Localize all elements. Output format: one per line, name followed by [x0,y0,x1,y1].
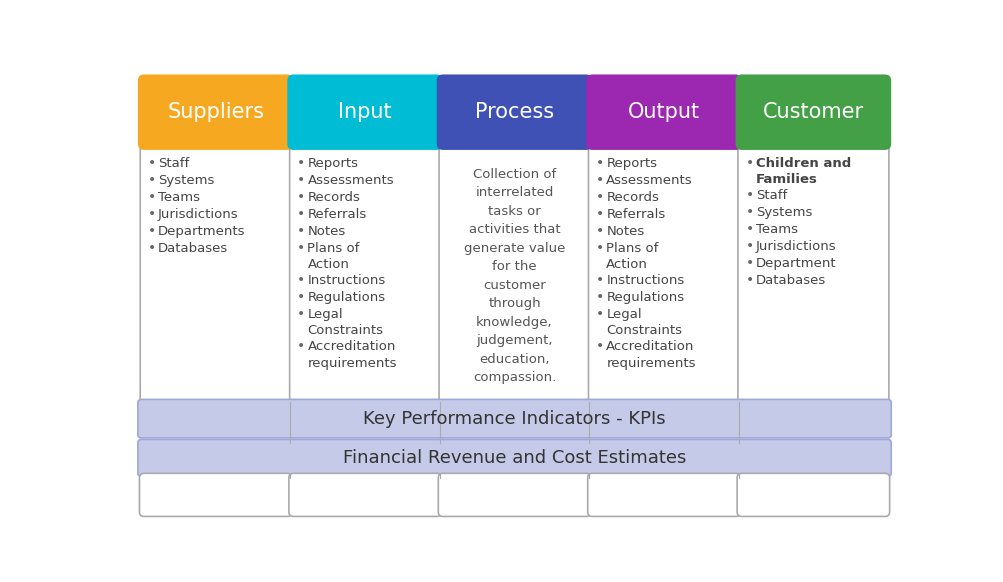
FancyBboxPatch shape [737,77,888,405]
Text: Children and
Families: Children and Families [755,157,851,186]
Text: •: • [596,273,604,287]
Text: •: • [297,223,305,238]
Text: Key Performance Indicators - KPIs: Key Performance Indicators - KPIs [363,410,665,428]
Text: •: • [596,241,604,255]
Text: Staff: Staff [755,189,786,202]
Text: Instructions: Instructions [606,274,684,287]
Text: •: • [596,173,604,187]
FancyBboxPatch shape [137,74,293,150]
Text: •: • [744,256,753,270]
Text: Records: Records [307,191,360,204]
Text: •: • [147,156,155,170]
FancyBboxPatch shape [587,473,739,516]
Text: Regulations: Regulations [307,291,385,304]
Text: •: • [297,173,305,187]
Text: Instructions: Instructions [307,274,385,287]
Text: Teams: Teams [755,223,797,236]
Text: Reports: Reports [606,157,657,170]
Text: Systems: Systems [157,174,215,187]
Text: Collection of
interrelated
tasks or
activities that
generate value
for the
custo: Collection of interrelated tasks or acti… [463,168,565,385]
Text: Records: Records [606,191,659,204]
Text: •: • [297,156,305,170]
Text: •: • [297,273,305,287]
Text: Systems: Systems [755,206,811,219]
Text: Assessments: Assessments [606,174,692,187]
Text: •: • [596,290,604,304]
Text: •: • [744,156,753,170]
Text: •: • [297,290,305,304]
Text: Teams: Teams [157,191,200,204]
Text: •: • [147,223,155,238]
Text: •: • [147,190,155,204]
Text: •: • [297,307,305,321]
Text: •: • [596,223,604,238]
Text: •: • [744,222,753,236]
Text: Jurisdictions: Jurisdictions [157,208,239,221]
Text: Output: Output [627,102,699,122]
FancyBboxPatch shape [588,77,739,405]
FancyBboxPatch shape [436,74,592,150]
Text: Databases: Databases [157,242,228,254]
Text: Regulations: Regulations [606,291,684,304]
Text: •: • [596,190,604,204]
Text: Jurisdictions: Jurisdictions [755,240,835,253]
FancyBboxPatch shape [735,74,891,150]
FancyBboxPatch shape [438,77,590,405]
Text: •: • [147,173,155,187]
Text: Legal
Constraints: Legal Constraints [307,308,383,338]
Text: •: • [297,241,305,255]
FancyBboxPatch shape [289,473,441,516]
Text: Departments: Departments [157,225,246,237]
Text: •: • [744,189,753,203]
Text: Process: Process [474,102,554,122]
Text: •: • [297,207,305,221]
FancyBboxPatch shape [137,399,891,438]
Text: Customer: Customer [762,102,864,122]
Text: Staff: Staff [157,157,190,170]
Text: Accreditation
requirements: Accreditation requirements [606,340,695,370]
FancyBboxPatch shape [139,473,292,516]
FancyBboxPatch shape [289,77,440,405]
Text: •: • [596,207,604,221]
Text: •: • [744,205,753,219]
Text: •: • [297,339,305,353]
Text: •: • [147,241,155,255]
FancyBboxPatch shape [140,77,291,405]
FancyBboxPatch shape [438,473,590,516]
FancyBboxPatch shape [736,473,889,516]
FancyBboxPatch shape [586,74,741,150]
Text: •: • [147,207,155,221]
Text: •: • [744,239,753,253]
Text: Suppliers: Suppliers [168,102,264,122]
Text: •: • [596,339,604,353]
Text: Legal
Constraints: Legal Constraints [606,308,682,338]
Text: •: • [297,190,305,204]
Text: Assessments: Assessments [307,174,394,187]
Text: Notes: Notes [606,225,644,237]
Text: Department: Department [755,257,835,270]
FancyBboxPatch shape [137,439,891,477]
FancyBboxPatch shape [287,74,442,150]
Text: Plans of
Action: Plans of Action [307,242,359,271]
Text: Input: Input [338,102,391,122]
Text: Accreditation
requirements: Accreditation requirements [307,340,396,370]
Text: Referrals: Referrals [606,208,665,221]
Text: •: • [596,156,604,170]
Text: •: • [596,307,604,321]
Text: Notes: Notes [307,225,345,237]
Text: Plans of
Action: Plans of Action [606,242,658,271]
Text: •: • [744,273,753,287]
Text: Financial Revenue and Cost Estimates: Financial Revenue and Cost Estimates [342,449,686,467]
Text: Referrals: Referrals [307,208,366,221]
Text: Reports: Reports [307,157,358,170]
Text: Databases: Databases [755,274,825,287]
